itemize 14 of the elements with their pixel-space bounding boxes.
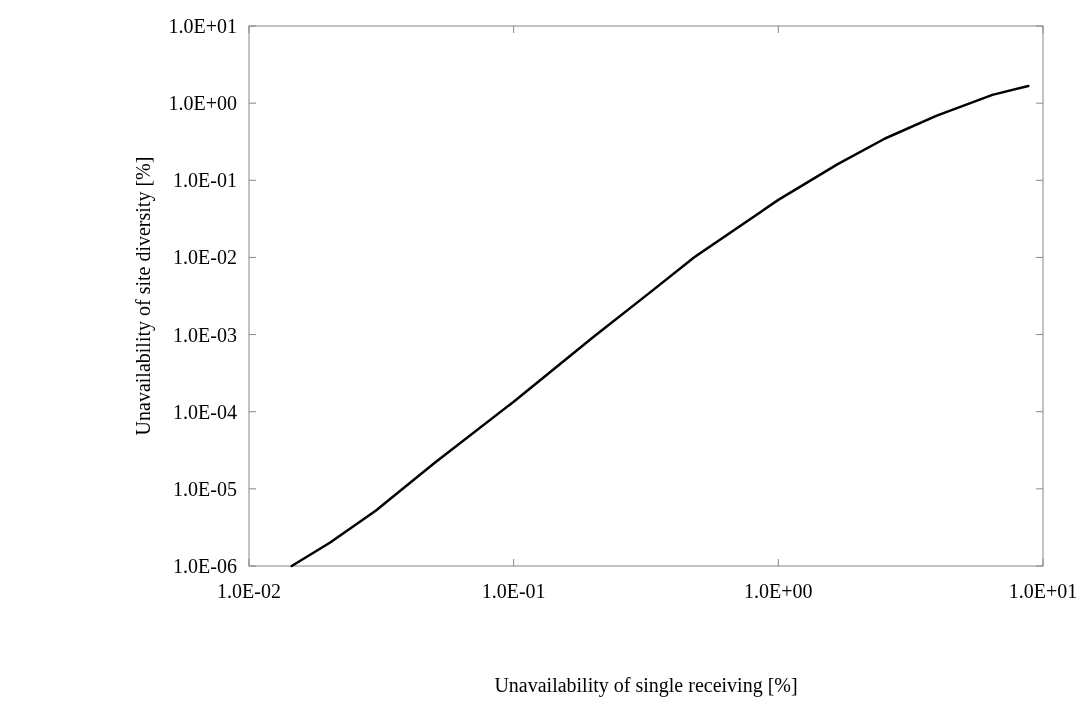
x-tick-label: 1.0E+01 xyxy=(1008,580,1078,602)
y-tick-label: 1.0E+00 xyxy=(168,92,237,115)
y-tick-label: 1.0E-01 xyxy=(173,169,237,192)
y-tick-label: 1.0E+01 xyxy=(168,15,237,37)
x-axis-title: Unavailability of single receiving [%] xyxy=(494,674,798,697)
y-tick-label: 1.0E-03 xyxy=(173,323,237,346)
x-tick-label: 1.0E-01 xyxy=(481,580,546,602)
y-axis-title: Unavailability of site diversity [%] xyxy=(132,156,155,436)
y-tick-label: 1.0E-05 xyxy=(173,477,237,500)
x-tick-label: 1.0E+00 xyxy=(744,580,813,602)
x-tick-label: 1.0E-02 xyxy=(217,580,281,602)
y-tick-label: 1.0E-04 xyxy=(173,400,237,423)
y-tick-label: 1.0E-06 xyxy=(173,555,237,577)
y-tick-label: 1.0E-02 xyxy=(173,246,237,269)
